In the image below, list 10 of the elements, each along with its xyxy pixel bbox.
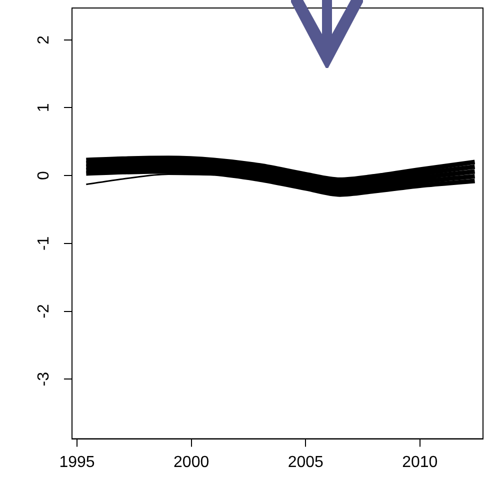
y-tick-label: -2	[35, 304, 52, 318]
x-tick-label: 2005	[288, 454, 324, 471]
y-tick-label: -1	[35, 236, 52, 251]
y-tick-label: 1	[35, 103, 52, 112]
x-tick-label: 1995	[59, 454, 95, 471]
y-tick-label: -3	[35, 372, 52, 386]
x-tick-label: 2000	[174, 454, 210, 471]
x-tick-label: 2010	[402, 454, 438, 471]
y-tick-label: 0	[35, 171, 52, 180]
y-tick-label: 2	[35, 35, 52, 44]
